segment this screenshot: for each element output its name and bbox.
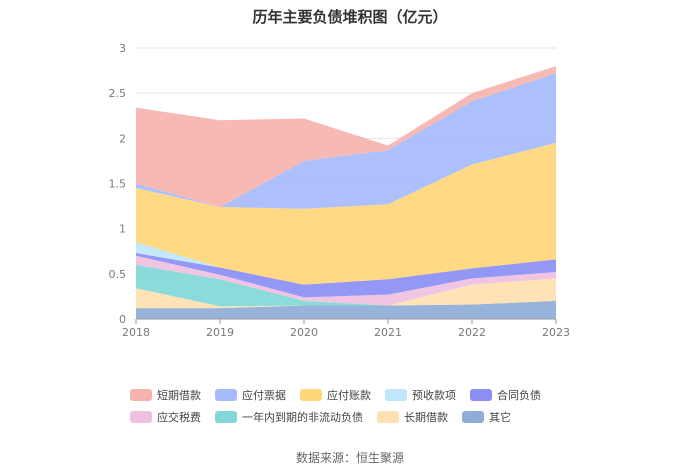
area-series-0 — [136, 300, 556, 319]
legend-swatch-5 — [130, 411, 152, 423]
legend-swatch-7 — [377, 411, 399, 423]
area-series-3 — [136, 255, 556, 306]
y-tick-label-1: 0.5 — [109, 268, 127, 281]
legend-item-2[interactable]: 应付账款 — [300, 388, 371, 402]
y-tick-label-3: 1.5 — [109, 178, 127, 191]
x-tick-label-1: 2019 — [206, 326, 234, 339]
data-source: 数据来源：恒生聚源 — [295, 451, 404, 465]
legend-label-3: 预收款项 — [412, 389, 456, 402]
chart-legend: 短期借款 应付票据 应付账款 预收款项 合同负债应交税费 一年内到期的非流动负债 长期借款 其… — [130, 388, 590, 424]
y-tick-label-5: 2.5 — [109, 87, 127, 100]
legend-swatch-0 — [130, 389, 152, 401]
area-series-8 — [136, 66, 556, 207]
legend-label-1: 应付票据 — [242, 389, 286, 402]
area-series-6 — [136, 142, 556, 285]
chart-title: 历年主要负债堆积图（亿元） — [252, 8, 448, 26]
y-tick-label-0: 0 — [119, 313, 126, 326]
legend-swatch-3 — [385, 389, 407, 401]
legend-swatch-1 — [215, 389, 237, 401]
x-tick-label-2: 2020 — [290, 326, 318, 339]
stacked-area-chart: 0 0.5 1 1.5 2 2.5 3 2018 2019 2020 2021 2022 2023 — [109, 42, 571, 339]
y-tick-label-2: 1 — [119, 223, 126, 236]
legend-item-6[interactable]: 一年内到期的非流动负债 — [215, 410, 363, 424]
legend-swatch-8 — [462, 411, 484, 423]
legend-label-7: 长期借款 — [404, 411, 448, 424]
legend-label-4: 合同负债 — [497, 389, 541, 402]
legend-label-2: 应付账款 — [327, 389, 371, 402]
area-series-4 — [136, 253, 556, 298]
legend-swatch-2 — [300, 389, 322, 401]
legend-swatch-6 — [215, 411, 237, 423]
legend-item-3[interactable]: 预收款项 — [385, 388, 456, 402]
legend-item-0[interactable]: 短期借款 — [130, 388, 201, 402]
area-series-2 — [136, 264, 556, 307]
legend-label-8: 其它 — [489, 411, 511, 424]
legend-item-7[interactable]: 长期借款 — [377, 410, 448, 424]
axis-layer: 0 0.5 1 1.5 2 2.5 3 2018 2019 2020 2021 2022 2023 — [109, 42, 571, 339]
x-tick-label-4: 2022 — [458, 326, 486, 339]
x-tick-label-3: 2021 — [374, 326, 402, 339]
legend-label-5: 应交税费 — [157, 411, 201, 424]
legend-swatch-4 — [470, 389, 492, 401]
legend-item-4[interactable]: 合同负债 — [470, 388, 541, 402]
x-tick-label-5: 2023 — [542, 326, 570, 339]
x-tick-label-0: 2018 — [122, 326, 150, 339]
area-layer — [136, 66, 556, 319]
area-series-1 — [136, 278, 556, 309]
legend-item-5[interactable]: 应交税费 — [130, 410, 201, 424]
y-tick-label-6: 3 — [119, 42, 126, 55]
legend-label-6: 一年内到期的非流动负债 — [242, 411, 363, 424]
legend-label-0: 短期借款 — [157, 389, 201, 402]
legend-item-8[interactable]: 其它 — [462, 410, 511, 424]
y-tick-label-4: 2 — [119, 132, 126, 145]
legend-item-1[interactable]: 应付票据 — [215, 388, 286, 402]
